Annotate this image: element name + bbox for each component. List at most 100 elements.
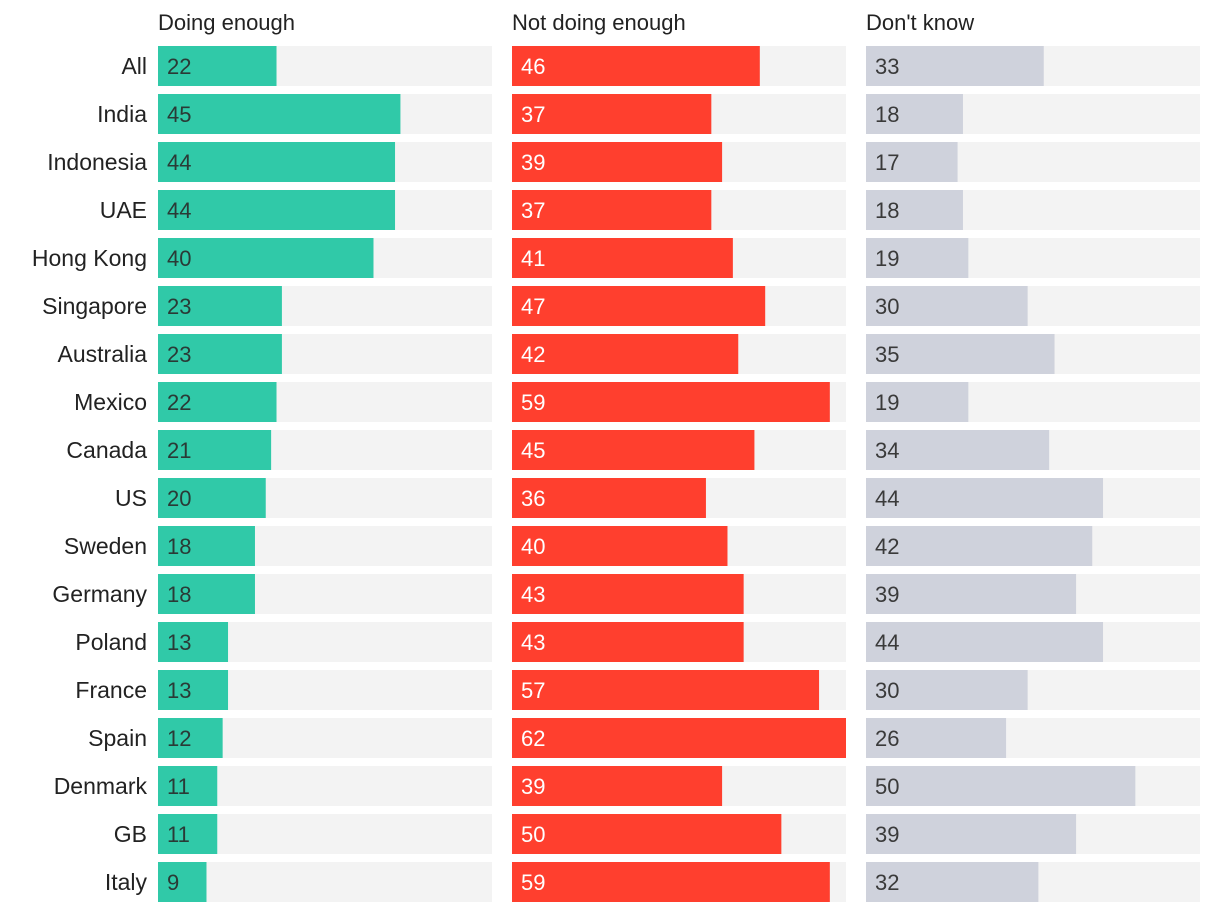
data-label-mexico: 59 <box>521 390 545 415</box>
bar-mexico <box>158 382 277 422</box>
bar-denmark <box>158 766 218 806</box>
data-label-canada: 45 <box>521 438 545 463</box>
bar-spain <box>866 718 1007 758</box>
data-label-indonesia: 39 <box>521 150 545 175</box>
category-label-spain: Spain <box>88 725 147 751</box>
category-label-uae: UAE <box>100 197 147 223</box>
category-label-italy: Italy <box>105 869 148 895</box>
bar-australia <box>512 334 739 374</box>
bar-uae <box>158 190 396 230</box>
bar-france <box>512 670 820 710</box>
data-label-us: 44 <box>875 486 899 511</box>
bar-spain <box>158 718 223 758</box>
category-label-canada: Canada <box>66 437 147 463</box>
data-label-all: 33 <box>875 54 899 79</box>
data-label-australia: 35 <box>875 342 899 367</box>
category-labels: All India Indonesia UAE Hong Kong Singapore Au… <box>32 53 148 895</box>
data-label-mexico: 22 <box>167 390 191 415</box>
bar-singapore <box>512 286 766 326</box>
bar-indonesia <box>866 142 958 182</box>
category-label-mexico: Mexico <box>74 389 147 415</box>
bar-canada <box>158 430 272 470</box>
data-label-france: 13 <box>167 678 191 703</box>
data-label-uae: 18 <box>875 198 899 223</box>
bar-sweden <box>512 526 728 566</box>
data-label-canada: 21 <box>167 438 191 463</box>
data-label-germany: 43 <box>521 582 545 607</box>
bar-australia <box>866 334 1055 374</box>
bar-mexico <box>866 382 969 422</box>
bar-india <box>512 94 712 134</box>
data-label-australia: 23 <box>167 342 191 367</box>
category-label-gb: GB <box>114 821 147 847</box>
category-label-germany: Germany <box>52 581 147 607</box>
bar-germany <box>866 574 1077 614</box>
data-label-hong-kong: 41 <box>521 246 545 271</box>
data-label-germany: 39 <box>875 582 899 607</box>
panel-not-doing-enough: 46 37 39 37 41 47 42 59 45 36 40 43 43 57 62 39 50 59 <box>512 46 846 902</box>
category-label-all: All <box>121 53 147 79</box>
bar-us <box>866 478 1104 518</box>
data-label-all: 46 <box>521 54 545 79</box>
column-headers: Doing enough Not doing enough Don't know <box>158 10 974 35</box>
category-label-australia: Australia <box>58 341 148 367</box>
data-label-mexico: 19 <box>875 390 899 415</box>
bar-singapore <box>158 286 282 326</box>
data-label-germany: 18 <box>167 582 191 607</box>
data-label-india: 45 <box>167 102 191 127</box>
bar-india <box>158 94 401 134</box>
column-header-not-doing-enough: Not doing enough <box>512 10 686 35</box>
bar-france <box>866 670 1028 710</box>
data-label-spain: 26 <box>875 726 899 751</box>
data-label-gb: 39 <box>875 822 899 847</box>
data-label-france: 30 <box>875 678 899 703</box>
category-label-denmark: Denmark <box>54 773 148 799</box>
category-label-us: US <box>115 485 147 511</box>
data-label-poland: 13 <box>167 630 191 655</box>
data-label-us: 20 <box>167 486 191 511</box>
bar-all <box>866 46 1044 86</box>
data-label-india: 18 <box>875 102 899 127</box>
bar-gb <box>512 814 782 854</box>
data-label-all: 22 <box>167 54 191 79</box>
data-label-spain: 12 <box>167 726 191 751</box>
bar-poland <box>512 622 744 662</box>
bar-denmark <box>512 766 723 806</box>
data-label-canada: 34 <box>875 438 899 463</box>
data-label-spain: 62 <box>521 726 545 751</box>
bar-sweden <box>866 526 1093 566</box>
bar-all <box>158 46 277 86</box>
bar-track <box>158 862 492 902</box>
category-label-india: India <box>97 101 147 127</box>
bar-australia <box>158 334 282 374</box>
bar-hong-kong <box>158 238 374 278</box>
bar-us <box>158 478 266 518</box>
data-label-sweden: 18 <box>167 534 191 559</box>
bar-us <box>512 478 706 518</box>
bar-mexico <box>512 382 830 422</box>
data-label-poland: 44 <box>875 630 899 655</box>
data-label-singapore: 30 <box>875 294 899 319</box>
bar-spain <box>512 718 846 758</box>
data-label-indonesia: 44 <box>167 150 191 175</box>
bar-singapore <box>866 286 1028 326</box>
category-label-france: France <box>75 677 147 703</box>
bar-all <box>512 46 760 86</box>
data-label-indonesia: 17 <box>875 150 899 175</box>
data-label-italy: 32 <box>875 870 899 895</box>
panel-doing-enough: 22 45 44 44 40 23 23 22 21 20 18 18 13 13 12 11 11 9 <box>158 46 492 902</box>
category-label-indonesia: Indonesia <box>47 149 147 175</box>
bar-italy <box>866 862 1039 902</box>
bar-uae <box>866 190 963 230</box>
bar-poland <box>866 622 1104 662</box>
data-label-us: 36 <box>521 486 545 511</box>
bar-italy <box>512 862 830 902</box>
column-header-dont-know: Don't know <box>866 10 974 35</box>
bar-canada <box>866 430 1050 470</box>
data-label-denmark: 50 <box>875 774 899 799</box>
data-label-uae: 44 <box>167 198 191 223</box>
bar-india <box>866 94 963 134</box>
data-label-denmark: 39 <box>521 774 545 799</box>
data-label-singapore: 23 <box>167 294 191 319</box>
data-label-italy: 59 <box>521 870 545 895</box>
